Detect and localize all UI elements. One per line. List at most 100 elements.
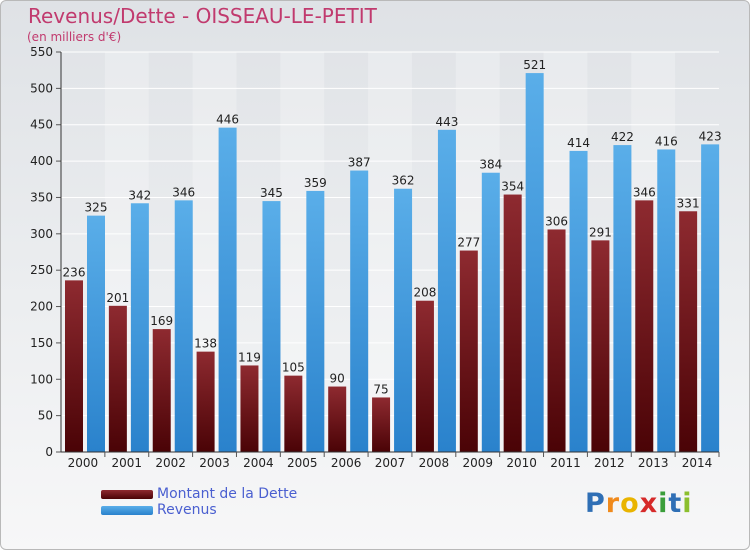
y-tick-label: 150 — [30, 336, 53, 350]
legend-swatch-dette — [101, 490, 153, 499]
y-tick-label: 0 — [45, 445, 53, 459]
value-label-revenus: 346 — [172, 185, 195, 199]
x-tick-label: 2003 — [199, 456, 230, 470]
bar-revenus — [481, 172, 500, 452]
bar-dette — [372, 397, 391, 452]
logo-letter: t — [668, 488, 683, 519]
value-label-revenus: 423 — [699, 129, 722, 143]
value-label-dette: 346 — [633, 185, 656, 199]
value-label-dette: 306 — [545, 214, 568, 228]
bar-revenus — [306, 190, 325, 452]
bar-dette — [415, 300, 434, 452]
bar-revenus — [613, 145, 632, 452]
logo-letter: P — [585, 488, 606, 519]
value-label-revenus: 446 — [216, 113, 239, 127]
x-tick-label: 2002 — [155, 456, 186, 470]
logo-letter: i — [682, 488, 693, 519]
y-tick-label: 50 — [38, 409, 53, 423]
bar-dette — [503, 194, 522, 452]
x-tick-label: 2005 — [287, 456, 318, 470]
logo-letter: r — [605, 488, 621, 519]
bar-dette — [108, 305, 127, 452]
x-tick-label: 2009 — [462, 456, 493, 470]
bar-dette — [240, 365, 259, 452]
y-tick-label: 100 — [30, 372, 53, 386]
logo-letter: o — [620, 488, 640, 519]
value-label-revenus: 422 — [611, 130, 634, 144]
x-tick-label: 2001 — [112, 456, 143, 470]
bar-revenus — [657, 149, 676, 453]
logo-letter: i — [658, 488, 669, 519]
bar-dette — [328, 386, 347, 452]
x-tick-label: 2004 — [243, 456, 274, 470]
x-tick-label: 2012 — [594, 456, 625, 470]
value-label-dette: 208 — [413, 286, 436, 300]
legend-label-revenus: Revenus — [157, 502, 217, 518]
bar-revenus — [437, 129, 456, 452]
value-label-revenus: 387 — [348, 156, 371, 170]
y-tick-label: 550 — [30, 45, 53, 59]
bar-dette — [196, 351, 215, 452]
x-tick-label: 2006 — [331, 456, 362, 470]
bar-dette — [679, 211, 698, 452]
value-label-revenus: 384 — [479, 158, 502, 172]
value-label-dette: 201 — [106, 291, 129, 305]
y-tick-label: 300 — [30, 227, 53, 241]
x-tick-label: 2013 — [638, 456, 669, 470]
value-label-revenus: 345 — [260, 186, 283, 200]
y-tick-label: 200 — [30, 300, 53, 314]
x-tick-label: 2008 — [419, 456, 450, 470]
bar-dette — [591, 240, 610, 452]
bar-revenus — [87, 215, 105, 452]
value-label-revenus: 414 — [567, 136, 590, 150]
x-tick-label: 2011 — [550, 456, 581, 470]
chart-title: Revenus/Dette - OISSEAU-LE-PETIT — [28, 4, 377, 28]
value-label-dette: 354 — [501, 180, 524, 194]
value-label-revenus: 359 — [304, 176, 327, 190]
logo-letter: x — [639, 488, 659, 519]
value-label-dette: 119 — [238, 350, 261, 364]
bar-dette — [284, 375, 303, 452]
value-label-dette: 75 — [373, 382, 388, 396]
value-label-dette: 105 — [282, 361, 305, 375]
value-label-revenus: 443 — [435, 115, 458, 129]
y-tick-label: 500 — [30, 81, 53, 95]
chart-subtitle: (en milliers d'€) — [27, 30, 122, 44]
value-label-revenus: 416 — [655, 134, 678, 148]
bar-revenus — [174, 200, 193, 452]
bar-revenus — [218, 127, 237, 453]
bar-revenus — [701, 144, 720, 452]
value-label-revenus: 521 — [523, 58, 546, 72]
y-tick-label: 400 — [30, 154, 53, 168]
legend-swatch-revenus — [101, 506, 153, 515]
bar-revenus — [569, 150, 588, 452]
x-tick-label: 2014 — [682, 456, 713, 470]
value-label-dette: 277 — [457, 236, 480, 250]
value-label-revenus: 362 — [392, 174, 415, 188]
bar-revenus — [525, 73, 544, 452]
bar-revenus — [394, 188, 413, 452]
value-label-dette: 90 — [330, 372, 345, 386]
bar-dette — [459, 250, 478, 452]
bar-dette — [65, 280, 83, 452]
bar-dette — [547, 229, 566, 452]
x-tick-label: 2010 — [506, 456, 537, 470]
y-tick-label: 450 — [30, 118, 53, 132]
x-tick-label: 2007 — [375, 456, 406, 470]
bar-revenus — [130, 203, 149, 452]
bar-dette — [635, 200, 654, 452]
bar-dette — [152, 329, 171, 452]
bar-revenus — [262, 201, 281, 452]
y-tick-label: 350 — [30, 190, 53, 204]
y-tick-label: 250 — [30, 263, 53, 277]
value-label-revenus: 342 — [128, 188, 151, 202]
value-label-dette: 138 — [194, 337, 217, 351]
value-label-dette: 169 — [150, 314, 173, 328]
legend-label-dette: Montant de la Dette — [157, 486, 298, 502]
value-label-dette: 236 — [63, 265, 86, 279]
value-label-dette: 331 — [677, 196, 700, 210]
x-tick-label: 2000 — [68, 456, 99, 470]
value-label-dette: 291 — [589, 225, 612, 239]
